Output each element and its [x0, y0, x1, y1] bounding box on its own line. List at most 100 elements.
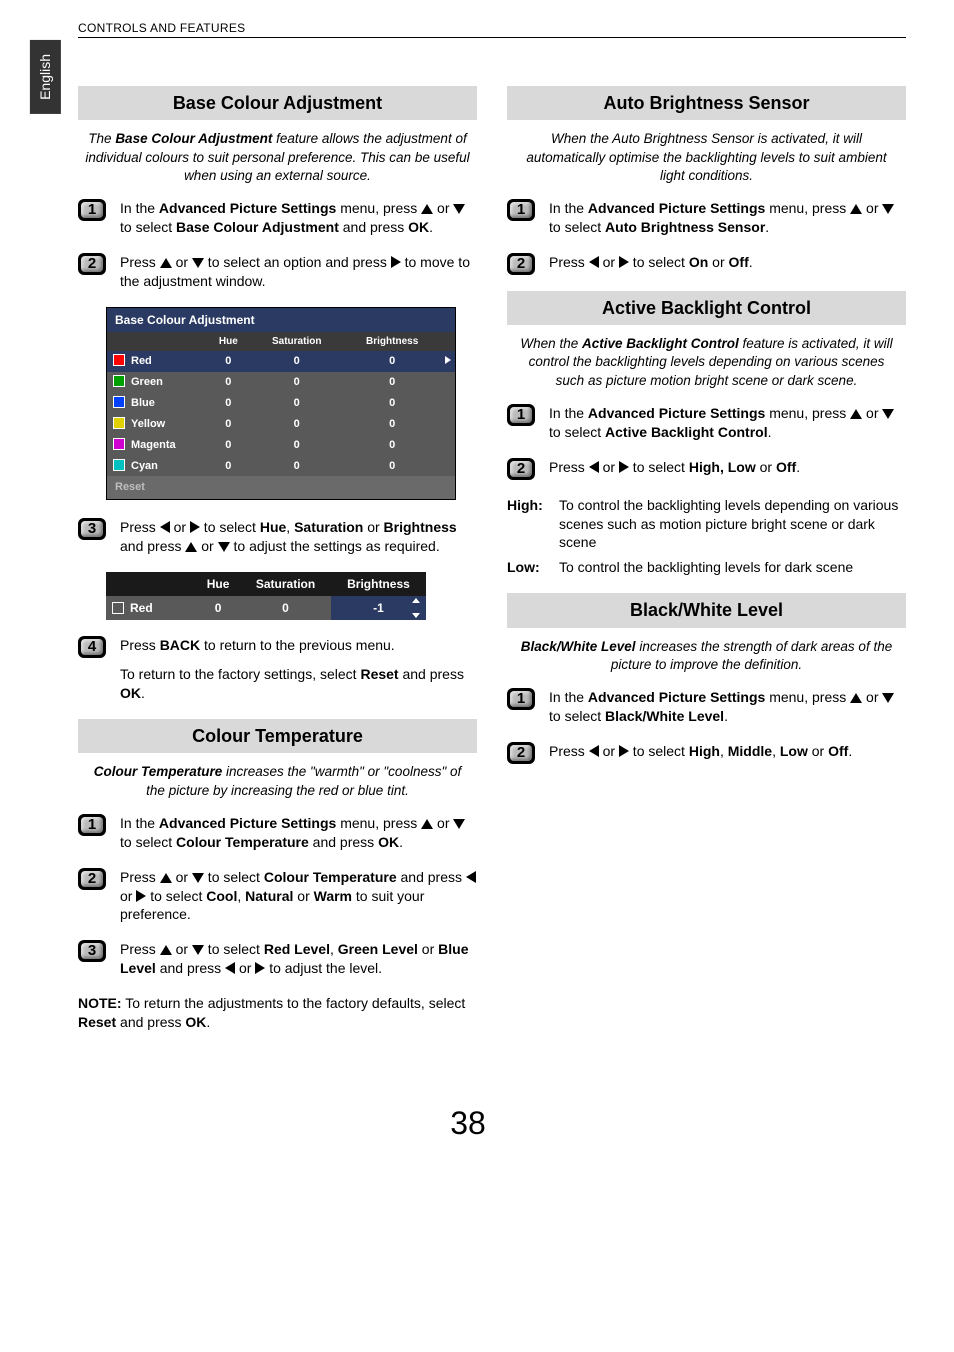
- t: Colour Temperature: [264, 869, 397, 885]
- t: to select: [120, 834, 176, 850]
- down-icon: [882, 409, 894, 419]
- t: Advanced Picture Settings: [588, 405, 765, 421]
- section-title-bw-level: Black/White Level: [507, 593, 906, 627]
- row-name: Cyan: [107, 456, 207, 477]
- t: .: [749, 254, 753, 270]
- table-row: Cyan000: [107, 456, 456, 477]
- col-hue: Hue: [207, 332, 251, 352]
- t: In the: [549, 689, 588, 705]
- t: OK: [120, 685, 141, 701]
- down-icon: [192, 258, 204, 268]
- t: .: [429, 219, 433, 235]
- t: or: [418, 941, 438, 957]
- desc-high: High: To control the backlighting levels…: [507, 496, 906, 553]
- t: Green Level: [338, 941, 418, 957]
- t: or: [862, 200, 882, 216]
- step-badge-1: 1: [507, 688, 535, 710]
- t: or: [433, 815, 453, 831]
- t: Warm: [314, 888, 352, 904]
- step-text: Press or to select On or Off.: [549, 253, 906, 272]
- t: Advanced Picture Settings: [159, 815, 336, 831]
- t: Press: [120, 254, 160, 270]
- row-name: Red: [107, 351, 207, 372]
- step-text: In the Advanced Picture Settings menu, p…: [549, 404, 906, 442]
- t: to select an option and press: [204, 254, 391, 270]
- row-name: Yellow: [107, 414, 207, 435]
- t: to select: [120, 219, 176, 235]
- step-2: 2 Press or to select an option and press…: [78, 253, 477, 291]
- t: or: [363, 519, 383, 535]
- page-number: 38: [30, 1102, 906, 1145]
- t: and press: [116, 1014, 185, 1030]
- right-icon: [619, 461, 629, 473]
- t: or: [862, 405, 882, 421]
- down-icon: [453, 819, 465, 829]
- abl-step-2: 2 Press or to select High, Low or Off.: [507, 458, 906, 480]
- t: Auto Brightness Sensor: [605, 219, 765, 235]
- t: Base Colour Adjustment: [176, 219, 339, 235]
- right-icon: [255, 962, 265, 974]
- row-arrow: [441, 393, 456, 414]
- blank: [107, 332, 207, 352]
- intro-base-colour: The Base Colour Adjustment feature allow…: [84, 130, 471, 185]
- t: .: [796, 459, 800, 475]
- t: NOTE:: [78, 995, 122, 1011]
- step-badge-2: 2: [507, 253, 535, 275]
- up-icon: [850, 409, 862, 419]
- intro-active-backlight: When the Active Backlight Control featur…: [513, 335, 900, 390]
- row-hue: 0: [207, 393, 251, 414]
- mini-bri: -1: [331, 596, 426, 620]
- t: menu, press: [765, 689, 850, 705]
- up-icon: [850, 204, 862, 214]
- mini-hue: 0: [196, 596, 240, 620]
- t: Off: [828, 743, 848, 759]
- step-badge-2: 2: [78, 253, 106, 275]
- t: or: [172, 941, 192, 957]
- t: menu, press: [336, 200, 421, 216]
- t: Red: [130, 601, 153, 615]
- right-icon: [619, 745, 629, 757]
- col-bri: Brightness: [343, 332, 441, 352]
- col-bri: Brightness: [331, 572, 426, 596]
- t: ,: [720, 743, 728, 759]
- step-badge-2: 2: [507, 458, 535, 480]
- up-icon: [160, 945, 172, 955]
- osd-mini-table: Hue Saturation Brightness Red 0 0 -1: [106, 572, 426, 620]
- step-text: Press BACK to return to the previous men…: [120, 636, 477, 703]
- up-icon: [412, 598, 420, 603]
- t: In the: [120, 815, 159, 831]
- t: Press: [120, 869, 160, 885]
- t: In the: [549, 405, 588, 421]
- t: High, Low: [689, 459, 756, 475]
- step-4: 4 Press BACK to return to the previous m…: [78, 636, 477, 703]
- t: or: [599, 743, 619, 759]
- t: .: [848, 743, 852, 759]
- t: menu, press: [765, 200, 850, 216]
- up-icon: [160, 258, 172, 268]
- ct-step-2: 2 Press or to select Colour Temperature …: [78, 868, 477, 925]
- row-sat: 0: [250, 435, 343, 456]
- row-arrow: [441, 456, 456, 477]
- row-sat: 0: [250, 351, 343, 372]
- t: Press: [120, 637, 160, 653]
- t: Colour Temperature: [176, 834, 309, 850]
- t: Hue: [260, 519, 286, 535]
- section-title-auto-brightness: Auto Brightness Sensor: [507, 86, 906, 120]
- step-1: 1 In the Advanced Picture Settings menu,…: [78, 199, 477, 237]
- t: Advanced Picture Settings: [588, 200, 765, 216]
- table-row: Yellow000: [107, 414, 456, 435]
- t: increases the strength of dark areas of …: [611, 639, 892, 672]
- step-text: Press or to select Hue, Saturation or Br…: [120, 518, 477, 556]
- t: or: [433, 200, 453, 216]
- down-icon: [453, 204, 465, 214]
- t: Brightness: [384, 519, 457, 535]
- step-badge-1: 1: [78, 814, 106, 836]
- row-hue: 0: [207, 414, 251, 435]
- t: or: [293, 888, 313, 904]
- row-hue: 0: [207, 435, 251, 456]
- t: .: [399, 834, 403, 850]
- t: or: [235, 960, 255, 976]
- right-icon: [136, 890, 146, 902]
- row-name: Green: [107, 372, 207, 393]
- right-column: Auto Brightness Sensor When the Auto Bri…: [507, 86, 906, 1042]
